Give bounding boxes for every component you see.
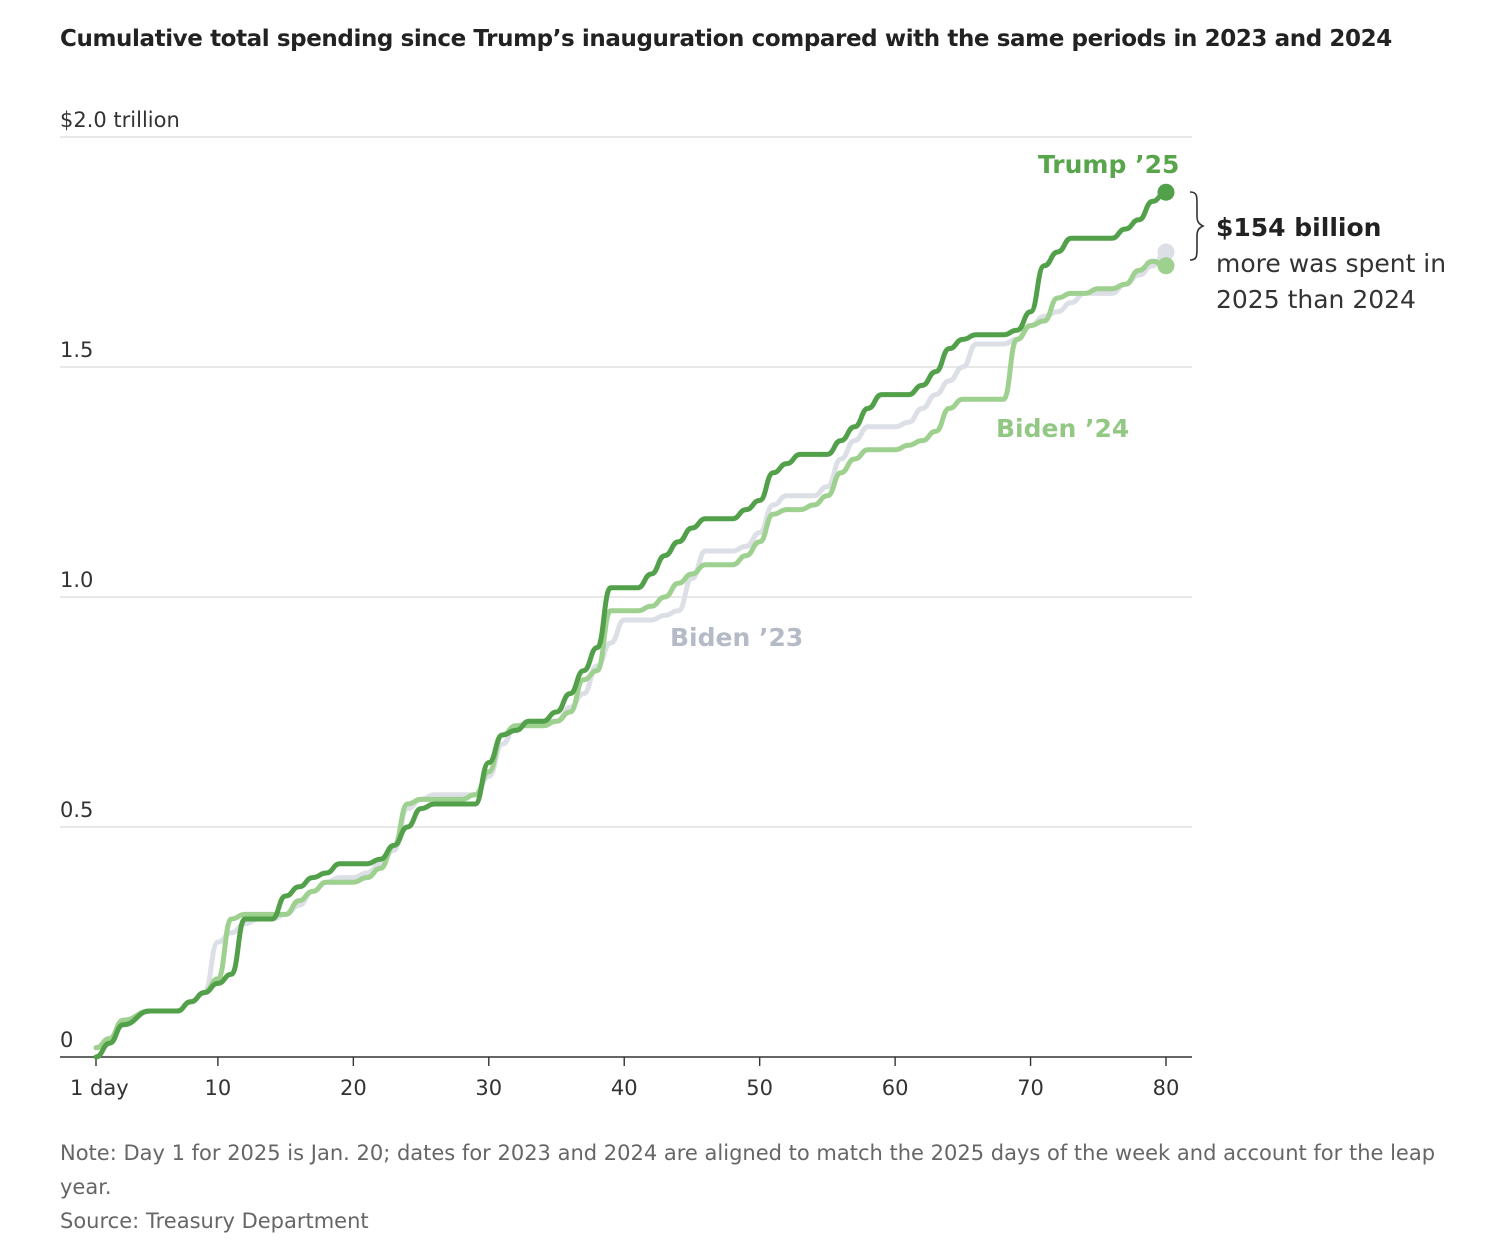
annotation-body: more was spent in 2025 than 2024 (1216, 249, 1447, 314)
series-endpoint-trump-25 (1157, 183, 1175, 201)
x-tick-label-7: 70 (1017, 1076, 1044, 1100)
series-label-trump-25: Trump ’25 (1038, 150, 1179, 179)
y-tick-label-2: 1.0 (60, 568, 93, 592)
footnote-note: Note: Day 1 for 2025 is Jan. 20; dates f… (60, 1141, 1436, 1199)
footnote: Note: Day 1 for 2025 is Jan. 20; dates f… (60, 1136, 1460, 1238)
x-tick-label-3: 30 (475, 1076, 502, 1100)
x-tick-label-5: 50 (746, 1076, 773, 1100)
y-tick-label-1: 1.5 (60, 338, 93, 362)
y-tick-label-0: $2.0 trillion (60, 108, 180, 132)
series-line-biden-23 (93, 249, 1169, 1051)
x-tick-label-4: 40 (611, 1076, 638, 1100)
series-line-trump-25 (93, 189, 1169, 1060)
series-line-biden-24 (93, 258, 1169, 1051)
axis-layer: $2.0 trillion 1.5 1.0 0.5 0 1 day 10 20 30 40 50 60… (60, 108, 1192, 1100)
x-tick-label-1: 10 (205, 1076, 232, 1100)
x-tick-label-8: 80 (1153, 1076, 1180, 1100)
footnote-source: Source: Treasury Department (60, 1209, 369, 1233)
x-tick-label-0: 1 day (70, 1076, 129, 1100)
difference-annotation: $154 billion more was spent in 2025 than… (1216, 210, 1496, 318)
annotation-title: $154 billion (1216, 213, 1382, 242)
y-tick-label-4: 0 (60, 1028, 73, 1052)
series-label-biden-23: Biden ’23 (670, 623, 803, 652)
label-layer: Biden ’23 Biden ’24 Trump ’25 (670, 150, 1179, 652)
x-tick-label-2: 20 (340, 1076, 367, 1100)
series-layer (93, 183, 1175, 1060)
y-tick-label-3: 0.5 (60, 798, 93, 822)
series-label-biden-24: Biden ’24 (996, 414, 1129, 443)
chart-title: Cumulative total spending since Trump’s … (60, 26, 1392, 52)
x-tick-label-6: 60 (882, 1076, 909, 1100)
annotation-brace (1189, 191, 1205, 261)
series-endpoint-biden-23 (1157, 243, 1175, 261)
series-endpoint-biden-24 (1157, 257, 1175, 275)
grid-layer (60, 136, 1192, 828)
